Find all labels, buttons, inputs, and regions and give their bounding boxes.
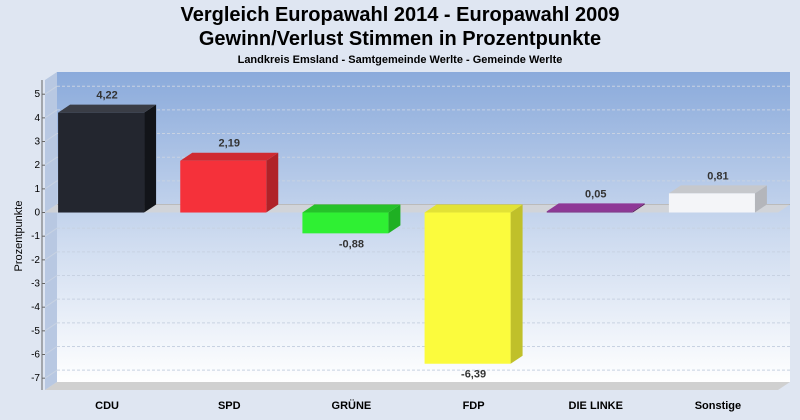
chart-title-line2: Gewinn/Verlust Stimmen in Prozentpunkte <box>198 28 602 50</box>
y-tick-label: -5 <box>31 326 40 337</box>
y-tick-label: -3 <box>31 279 40 290</box>
y-axis-label: Prozentpunkte <box>13 201 25 272</box>
gridline-side <box>44 322 58 332</box>
bar-top-cdu <box>58 104 157 113</box>
chart-title: Vergleich Europawahl 2014 - Europawahl 2… <box>180 4 620 26</box>
bar-side-grüne <box>388 204 401 234</box>
bar-top-fdp <box>424 204 523 213</box>
y-tick-label: -4 <box>31 302 40 313</box>
bar-top-spd <box>180 152 279 161</box>
bar-grüne <box>302 212 389 234</box>
y-tick-label: 3 <box>34 137 40 148</box>
data-label: 0,81 <box>707 170 728 182</box>
y-tick-label: 0 <box>34 208 40 219</box>
plot-background <box>57 72 790 382</box>
y-tick-label: 2 <box>34 160 40 171</box>
y-tick-label: -2 <box>31 255 40 266</box>
bar-side-cdu <box>144 104 157 213</box>
bar-die-linke <box>546 211 633 213</box>
gridline-side <box>44 156 58 166</box>
gridline-side <box>44 85 58 95</box>
data-label: -0,88 <box>339 238 364 250</box>
plot-left-wall <box>45 72 57 390</box>
chart-subtitle: Landkreis Emsland - Samtgemeinde Werlte … <box>237 54 563 66</box>
x-tick-label: CDU <box>95 400 119 412</box>
x-tick-label: DIE LINKE <box>569 400 623 412</box>
y-tick-label: 4 <box>34 113 40 124</box>
data-label: -6,39 <box>461 369 486 381</box>
x-tick-label: Sonstige <box>695 400 741 412</box>
data-label: 4,22 <box>96 90 117 102</box>
gridline-side <box>44 251 58 261</box>
y-tick-label: -6 <box>31 350 40 361</box>
bar-side-fdp <box>510 204 523 364</box>
bar-fdp <box>424 212 511 364</box>
bar-spd <box>180 160 267 213</box>
gridline-side <box>44 275 58 284</box>
y-tick-label: -7 <box>31 373 40 384</box>
bar-side-spd <box>266 152 279 213</box>
x-tick-label: GRÜNE <box>332 399 372 412</box>
bar-top-die-linke <box>546 203 645 212</box>
y-tick-label: 1 <box>34 184 40 195</box>
bar-side-die-linke <box>632 203 645 213</box>
gridline-side <box>44 109 58 119</box>
bar-top-grüne <box>302 204 401 213</box>
bar-top-sonstige <box>668 185 767 194</box>
gridline-side <box>44 133 58 142</box>
y-tick-label: 5 <box>34 89 40 100</box>
x-tick-label: SPD <box>218 400 241 412</box>
gridline-side <box>44 298 58 308</box>
data-label: 2,19 <box>219 138 240 150</box>
gridline-side <box>44 346 58 355</box>
y-tick-label: -1 <box>31 231 40 242</box>
data-label: 0,05 <box>585 188 606 200</box>
bar-side-sonstige <box>754 185 767 213</box>
gridline-side <box>44 227 58 237</box>
gridline-side <box>44 180 58 190</box>
bar-sonstige <box>668 193 755 213</box>
x-tick-label: FDP <box>463 400 485 412</box>
plot-floor <box>45 382 790 390</box>
gridline-side <box>44 369 58 379</box>
bar-cdu <box>58 112 145 213</box>
